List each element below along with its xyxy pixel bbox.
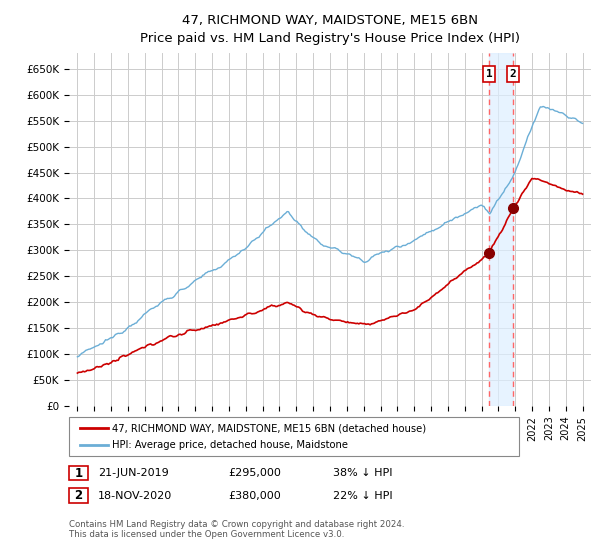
Text: 2: 2 [510, 69, 517, 79]
Text: 1: 1 [486, 69, 493, 79]
Text: Contains HM Land Registry data © Crown copyright and database right 2024.
This d: Contains HM Land Registry data © Crown c… [69, 520, 404, 539]
Text: HPI: Average price, detached house, Maidstone: HPI: Average price, detached house, Maid… [112, 440, 348, 450]
Text: 2: 2 [74, 489, 83, 502]
Text: £295,000: £295,000 [228, 468, 281, 478]
Text: 47, RICHMOND WAY, MAIDSTONE, ME15 6BN (detached house): 47, RICHMOND WAY, MAIDSTONE, ME15 6BN (d… [112, 423, 427, 433]
Text: 22% ↓ HPI: 22% ↓ HPI [333, 491, 392, 501]
Text: 18-NOV-2020: 18-NOV-2020 [98, 491, 172, 501]
Bar [489, 53, 513, 406]
Text: 38% ↓ HPI: 38% ↓ HPI [333, 468, 392, 478]
Title: 47, RICHMOND WAY, MAIDSTONE, ME15 6BN
Price paid vs. HM Land Registry's House Pr: 47, RICHMOND WAY, MAIDSTONE, ME15 6BN Pr… [140, 14, 520, 45]
Text: 1: 1 [74, 466, 83, 480]
Text: £380,000: £380,000 [228, 491, 281, 501]
Text: 21-JUN-2019: 21-JUN-2019 [98, 468, 169, 478]
